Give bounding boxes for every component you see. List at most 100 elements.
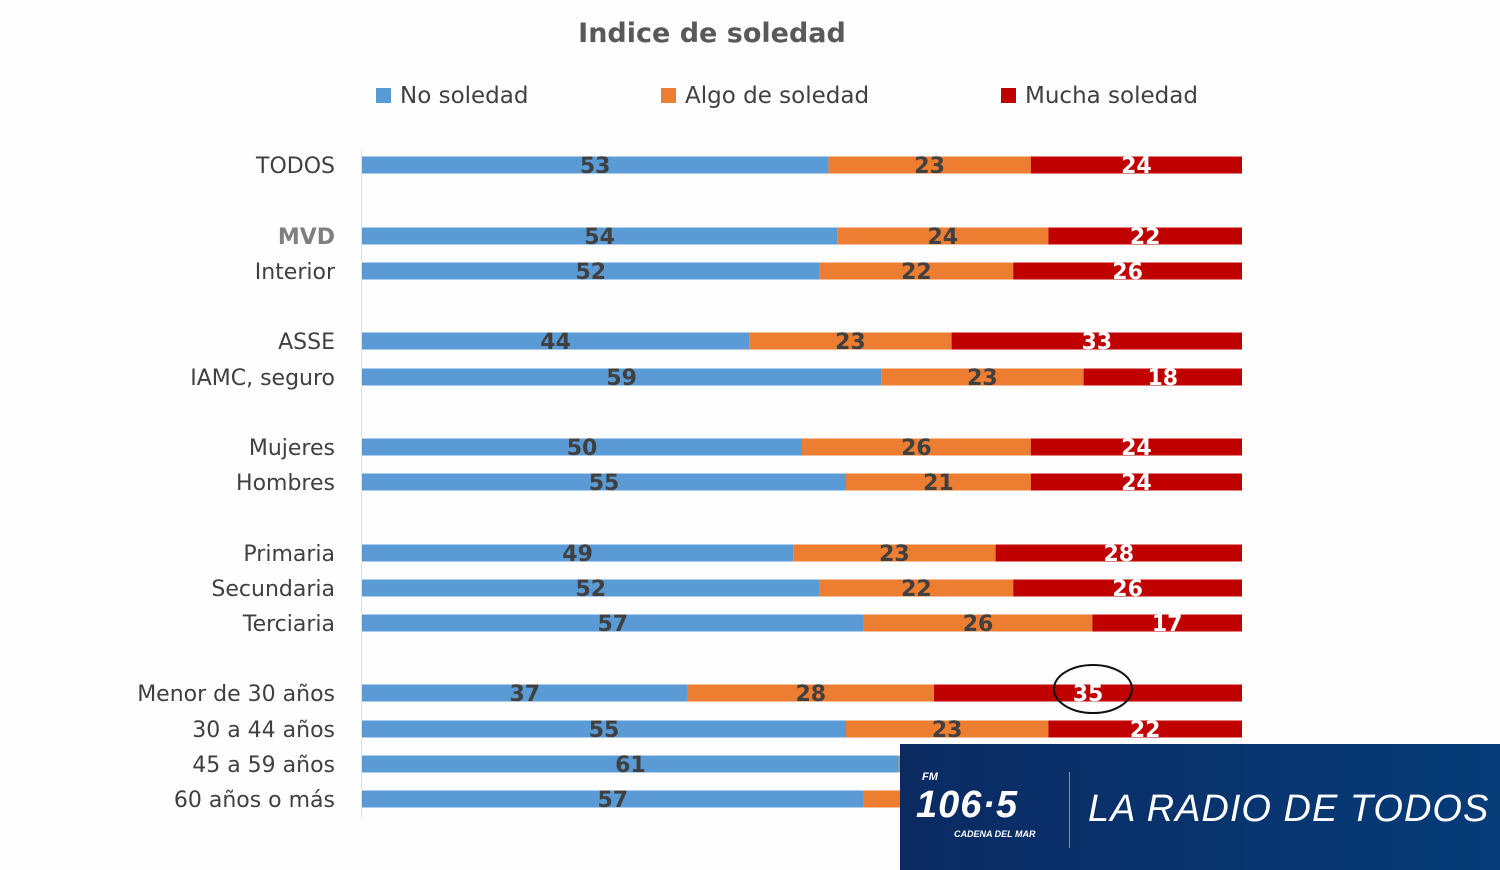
data-label: 23 (967, 366, 998, 391)
bar-segment (1092, 614, 1242, 632)
bar-segment (362, 332, 750, 350)
bar-segment (1013, 579, 1242, 597)
data-label: 23 (879, 542, 910, 567)
bar-segment (819, 579, 1014, 597)
bar-segment (362, 438, 802, 456)
data-label: 50 (567, 436, 598, 461)
data-label: 24 (1121, 154, 1152, 179)
legend-swatch (1001, 88, 1016, 103)
bar-segment (881, 368, 1084, 386)
data-label: 24 (1121, 471, 1152, 496)
category-label: 30 a 44 años (192, 718, 335, 743)
bar-segment (362, 368, 882, 386)
annotation-circle (1053, 664, 1133, 714)
bar-segment (362, 614, 864, 632)
data-label: 22 (1130, 225, 1161, 250)
category-label: Interior (255, 260, 336, 285)
legend-swatch (376, 88, 391, 103)
logo-fm: FM (922, 771, 938, 783)
data-label: 28 (1103, 542, 1134, 567)
data-label: 26 (963, 612, 994, 637)
data-label: 57 (597, 788, 628, 813)
bar-segment (362, 684, 688, 702)
bars: TODOS 53 23 24 MVD 54 24 22 Interior 52 22 26 ASSE 44… (137, 154, 1242, 813)
data-label: 35 (1073, 682, 1104, 707)
data-label: 28 (795, 682, 826, 707)
bar-segment (362, 579, 820, 597)
legend-swatch (661, 88, 676, 103)
bar-segment (1048, 227, 1242, 245)
data-label: 21 (923, 471, 954, 496)
bar-segment (362, 544, 794, 562)
logo-frequency: 106·5 (916, 784, 1019, 826)
data-label: 24 (927, 225, 958, 250)
bar-segment (995, 544, 1242, 562)
category-label: 45 a 59 años (192, 753, 335, 778)
bar-segment (362, 156, 829, 174)
bar-segment (934, 684, 1242, 702)
logo-network: CADENA DEL MAR (954, 829, 1036, 839)
bar-segment (837, 227, 1049, 245)
data-label: 52 (575, 260, 606, 285)
bar-segment (687, 684, 934, 702)
bar-segment (362, 790, 864, 808)
category-label: MVD (278, 225, 335, 250)
bar-segment (749, 332, 952, 350)
data-label: 33 (1081, 330, 1112, 355)
legend-label: Mucha soledad (1025, 83, 1198, 109)
category-label: Primaria (243, 542, 335, 567)
category-label: Secundaria (211, 577, 335, 602)
bar-segment (1030, 473, 1242, 491)
slogan: LA RADIO DE TODOS (1088, 788, 1490, 830)
bar-segment (362, 262, 820, 280)
bar-segment (828, 156, 1031, 174)
data-label: 53 (580, 154, 611, 179)
data-label: 37 (509, 682, 540, 707)
data-label: 54 (584, 225, 615, 250)
data-label: 59 (606, 366, 637, 391)
category-label: 60 años o más (174, 788, 335, 813)
bar-segment (846, 473, 1031, 491)
bar-segment (802, 438, 1031, 456)
category-label: ASSE (278, 330, 335, 355)
data-label: 26 (1112, 577, 1143, 602)
bar-segment (1030, 438, 1242, 456)
chart-title: Indice de soledad (578, 18, 846, 49)
legend: No soledad Algo de soledad Mucha soledad (376, 83, 1198, 109)
bar-segment (362, 720, 846, 738)
bar-segment (362, 227, 838, 245)
data-label: 22 (901, 577, 932, 602)
data-label: 23 (932, 718, 963, 743)
bar-segment (793, 544, 996, 562)
data-label: 44 (540, 330, 571, 355)
data-label: 26 (901, 436, 932, 461)
data-label: 61 (615, 753, 646, 778)
data-label: 23 (835, 330, 866, 355)
data-label: 24 (1121, 436, 1152, 461)
bar-segment (362, 473, 846, 491)
data-label: 18 (1147, 366, 1178, 391)
divider (1069, 772, 1070, 848)
category-label: TODOS (255, 154, 335, 179)
radio-banner: FM 106·5 CADENA DEL MAR LA RADIO DE TODO… (900, 744, 1500, 870)
legend-label: No soledad (400, 83, 528, 109)
data-label: 52 (575, 577, 606, 602)
category-label: Mujeres (249, 436, 335, 461)
category-label: Terciaria (242, 612, 335, 637)
bar-segment (1013, 262, 1242, 280)
data-label: 23 (914, 154, 945, 179)
bar-segment (846, 720, 1049, 738)
category-label: Hombres (236, 471, 335, 496)
legend-label: Algo de soledad (685, 83, 869, 109)
data-label: 55 (589, 718, 620, 743)
category-label: Menor de 30 años (137, 682, 335, 707)
bar-segment (1048, 720, 1242, 738)
data-label: 22 (901, 260, 932, 285)
bar-segment (1083, 368, 1242, 386)
bar-segment (819, 262, 1014, 280)
data-label: 55 (589, 471, 620, 496)
data-label: 17 (1152, 612, 1183, 637)
data-label: 26 (1112, 260, 1143, 285)
bar-segment (863, 614, 1093, 632)
